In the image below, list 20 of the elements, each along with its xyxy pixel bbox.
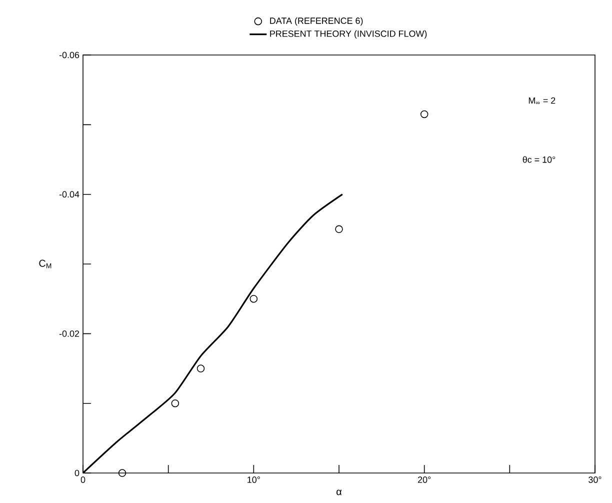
- legend-label: PRESENT THEORY (INVISCID FLOW): [270, 30, 427, 39]
- y-axis-title: C$_{M}$: [39, 260, 52, 268]
- x-tick-label: 0: [80, 476, 86, 483]
- point: [118, 469, 126, 477]
- x-axis-title: α: [336, 490, 342, 496]
- point: [196, 364, 205, 372]
- legend-label: DATA (REFERENCE 6): [270, 17, 363, 26]
- x-tick-label: 20°: [418, 476, 431, 483]
- y-tick-label: -0.04: [59, 191, 80, 198]
- point: [420, 110, 428, 118]
- point: [335, 225, 343, 234]
- x-tick-label: 30°: [588, 476, 602, 483]
- point: [171, 399, 180, 408]
- annotation: M$_{∞}$ = 2: [528, 97, 556, 104]
- y-tick-label: -0.02: [59, 330, 80, 337]
- x-tick-label: 10°: [248, 476, 260, 483]
- annotation: θc = 10°: [522, 156, 556, 163]
- y-tick-label: 0: [74, 470, 80, 476]
- y-tick-label: -0.06: [59, 52, 80, 58]
- point: [250, 294, 258, 303]
